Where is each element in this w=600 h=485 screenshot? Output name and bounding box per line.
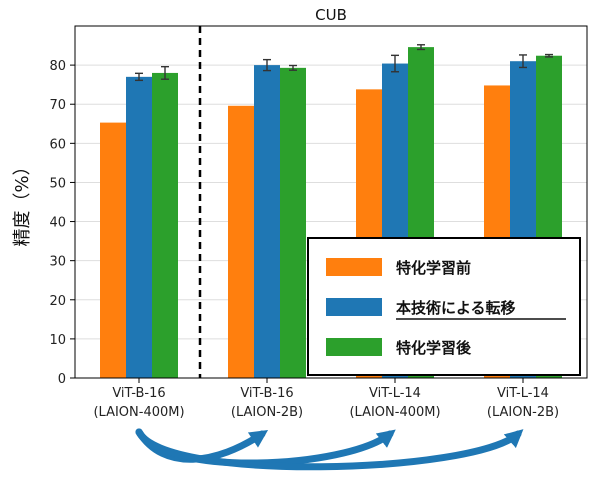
- bar-series0-cat1: [228, 105, 254, 378]
- error-bars: [135, 44, 553, 82]
- x-tick-label-2-line0: ViT-L-14: [369, 386, 421, 401]
- errorbar-series1-cat1: [263, 58, 271, 72]
- x-tick-label-3-line1: (LAION-2B): [487, 405, 559, 420]
- bar-series1-cat1: [254, 65, 280, 378]
- x-tick-label-2-line1: (LAION-400M): [349, 405, 440, 420]
- errorbar-series1-cat0: [135, 72, 143, 82]
- x-axis-ticks: ViT-B-16 (LAION-400M) ViT-B-16 (LAION-2B) Vi…: [93, 378, 559, 420]
- x-tick-label-3-line0: ViT-L-14: [497, 386, 549, 401]
- x-tick-label-0-line0: ViT-B-16: [112, 386, 165, 401]
- errorbar-series1-cat2: [391, 54, 399, 73]
- bar-series2-cat1: [280, 67, 306, 379]
- y-tick-label-10: 10: [49, 333, 66, 348]
- x-tick-label-1-line0: ViT-B-16: [240, 386, 293, 401]
- y-tick-label-60: 60: [49, 137, 66, 152]
- errorbar-series2-cat3: [545, 53, 553, 58]
- chart-title: CUB: [315, 6, 347, 24]
- y-tick-label-50: 50: [49, 176, 66, 191]
- x-tick-label-0-line1: (LAION-400M): [93, 405, 184, 420]
- plot-frame: [74, 25, 588, 379]
- transfer-arrows: [135, 428, 524, 471]
- legend-swatch-1: [326, 298, 382, 316]
- y-tick-label-20: 20: [49, 294, 66, 309]
- y-tick-label-0: 0: [58, 372, 66, 387]
- bar-series2-cat0: [152, 72, 178, 378]
- legend-label-2: 特化学習後: [396, 339, 472, 357]
- y-tick-label-70: 70: [49, 98, 66, 113]
- x-tick-label-1-line1: (LAION-2B): [231, 405, 303, 420]
- legend-swatch-0: [326, 258, 382, 276]
- legend-label-1: 本技術による転移: [396, 299, 516, 317]
- y-axis-label: 精度（%）: [12, 157, 33, 246]
- bar-series0-cat0: [100, 122, 126, 378]
- y-tick-label-40: 40: [49, 216, 66, 231]
- legend-label-0: 特化学習前: [396, 259, 471, 277]
- y-axis-ticks: 0 10 20 30 40 50 60 70 80: [49, 59, 75, 387]
- y-tick-label-30: 30: [49, 255, 66, 270]
- transfer-arrow-to-3: [135, 428, 524, 471]
- errorbar-series2-cat1: [289, 64, 297, 71]
- errorbar-series2-cat2: [417, 44, 425, 51]
- errorbar-series1-cat3: [519, 54, 527, 69]
- bar-series1-cat0: [126, 76, 152, 378]
- errorbar-series2-cat0: [161, 65, 169, 80]
- y-tick-label-80: 80: [49, 59, 66, 74]
- legend-swatch-2: [326, 338, 382, 356]
